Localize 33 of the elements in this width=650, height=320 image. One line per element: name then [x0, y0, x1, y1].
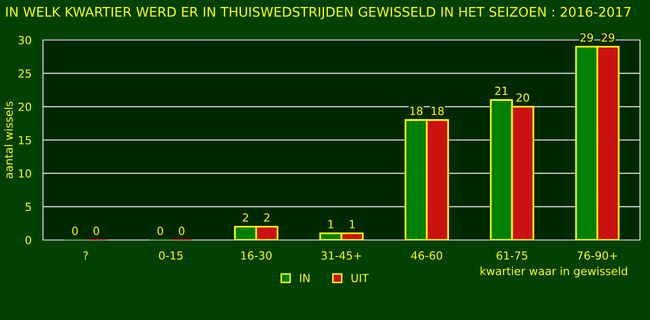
x-tick-label: 16-30 [241, 251, 272, 260]
data-label: 2 [264, 213, 270, 222]
y-axis-title: aantal wissels [4, 102, 13, 178]
x-tick-label: 0-15 [159, 251, 183, 260]
data-label: 0 [72, 226, 78, 236]
data-label: 2 [242, 213, 248, 222]
legend-label: UIT [352, 274, 369, 282]
data-label: 21 [495, 86, 508, 95]
x-tick-label: 31-45+ [322, 251, 362, 260]
x-axis-title: kwartier waar in gewisseld [480, 266, 627, 278]
data-label: 18 [432, 106, 444, 116]
y-tick-label: 10 [18, 169, 32, 178]
data-label: 29 [580, 33, 593, 42]
data-label: 1 [328, 220, 334, 228]
x-tick-label: ? [83, 251, 88, 260]
y-tick-label: 25 [18, 69, 31, 78]
data-label: 18 [410, 106, 422, 116]
y-tick-label: 15 [18, 136, 31, 144]
legend-label: IN [300, 274, 310, 282]
chart-title: IN WELK KWARTIER WERD ER IN THUISWEDSTRIJDEN GEWISSELD IN HET SEIZOEN : 2016-2017 [6, 6, 630, 20]
data-label: 0 [178, 226, 184, 236]
data-label: 0 [94, 226, 100, 236]
x-tick-label: 76-90+ [577, 251, 617, 260]
y-tick-label: 5 [26, 202, 31, 212]
y-tick-label: 20 [18, 102, 32, 112]
x-tick-label: 61-75 [496, 251, 528, 260]
x-tick-label: 46-60 [411, 251, 442, 260]
data-label: 20 [516, 93, 530, 102]
data-label: 1 [350, 220, 355, 228]
data-label: 0 [157, 226, 164, 236]
y-tick-label: 0 [26, 236, 32, 244]
y-tick-label: 30 [18, 36, 32, 44]
data-label: 29 [602, 33, 614, 42]
